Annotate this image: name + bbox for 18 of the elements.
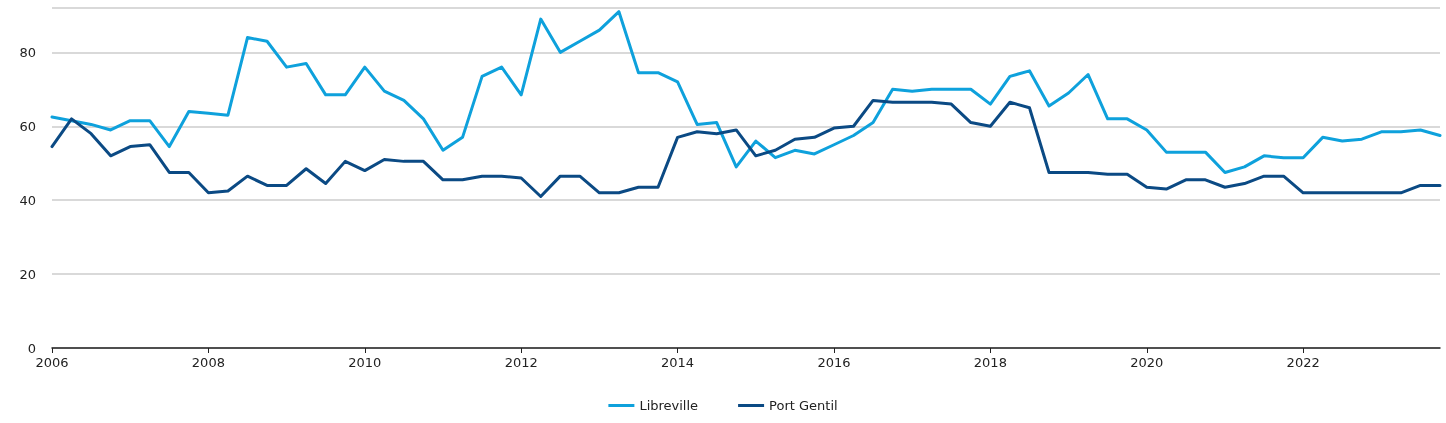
x-tick-label: 2020 <box>1130 355 1164 370</box>
legend-label: Libreville <box>639 398 699 413</box>
x-tick-label: 2018 <box>973 355 1007 370</box>
y-tick-label: 60 <box>19 118 36 134</box>
x-tick-label: 2008 <box>191 355 225 370</box>
x-tick-label: 2016 <box>817 355 851 370</box>
x-tick-label: 2014 <box>661 355 695 370</box>
y-tick-label: 20 <box>19 266 36 282</box>
y-tick-label: 0 <box>27 340 36 356</box>
x-tick-label: 2012 <box>504 355 538 370</box>
line-series <box>50 10 1442 174</box>
y-tick-label: 40 <box>19 192 36 208</box>
x-tick-label: 2006 <box>35 355 69 370</box>
y-tick-label: 80 <box>19 44 36 60</box>
x-tick-label: 2010 <box>348 355 382 370</box>
legend-label: Port Gentil <box>769 398 838 413</box>
x-tick-label: 2022 <box>1286 355 1320 370</box>
line-series <box>50 98 1442 198</box>
